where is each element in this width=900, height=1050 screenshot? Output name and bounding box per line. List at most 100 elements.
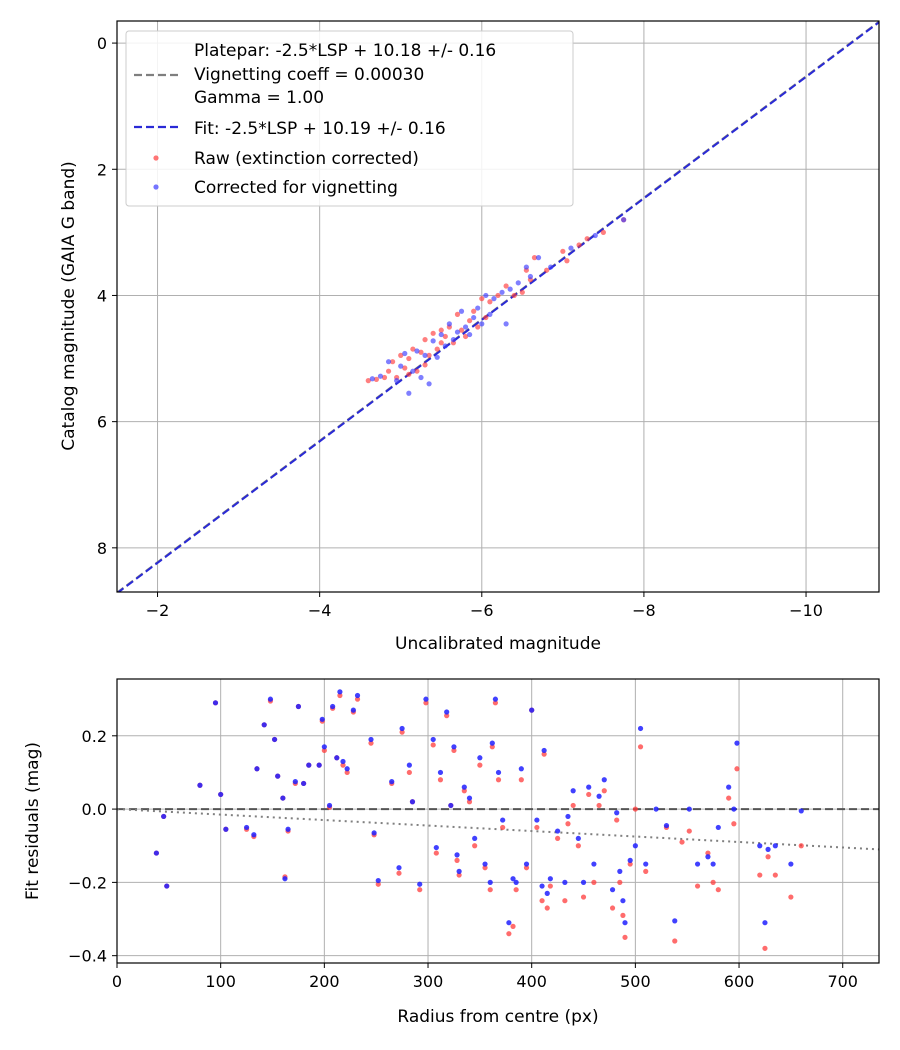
y-tick-label: 2 — [97, 160, 107, 179]
x-tick-label: −4 — [308, 601, 332, 620]
raw-point — [396, 870, 402, 876]
legend-corrected-marker — [153, 184, 159, 190]
corrected-point — [285, 826, 291, 832]
raw-point — [438, 327, 444, 333]
x-tick-label: 400 — [516, 972, 547, 991]
corrected-point — [462, 324, 469, 330]
corrected-point — [340, 758, 346, 765]
raw-point — [511, 292, 517, 299]
corrected-point — [454, 852, 460, 858]
corrected-point — [686, 806, 692, 812]
corrected-point — [426, 381, 432, 387]
top-x-ticks: −2 −4 −6 −8 −10 — [146, 592, 823, 620]
corrected-point — [377, 373, 384, 379]
corrected-point — [772, 843, 778, 849]
raw-point — [418, 349, 424, 355]
raw-point — [731, 821, 737, 827]
bottom-axes-frame — [116, 678, 880, 964]
raw-point — [609, 905, 616, 911]
raw-point — [337, 692, 343, 699]
corrected-point — [471, 314, 477, 321]
raw-point — [426, 352, 432, 358]
raw-point — [375, 881, 381, 887]
corrected-point — [565, 813, 571, 820]
corrected-point — [539, 883, 545, 889]
bottom-x-axis-label: Radius from centre (px) — [397, 1007, 598, 1027]
corrected-point — [487, 311, 493, 317]
top-y-axis-label: Catalog magnitude (GAIA G band) — [59, 161, 79, 451]
raw-point — [679, 839, 685, 845]
line-fit — [117, 21, 879, 592]
corrected-point — [592, 232, 598, 239]
y-tick-label: 4 — [97, 286, 107, 305]
corrected-point — [515, 280, 521, 286]
raw-point — [482, 865, 488, 871]
corrected-point — [454, 329, 461, 335]
corrected-point — [788, 861, 794, 867]
legend-fit-label: Fit: -2.5*LSP + 10.19 +/- 0.16 — [194, 119, 446, 139]
corrected-point — [466, 795, 473, 801]
corrected-point — [547, 876, 553, 882]
corrected-point — [620, 898, 626, 904]
corrected-point — [529, 707, 535, 713]
corrected-point — [375, 877, 381, 884]
raw-point — [385, 368, 392, 374]
raw-point — [423, 700, 429, 706]
corrected-point — [417, 881, 423, 887]
raw-point — [500, 824, 506, 831]
corrected-point — [350, 707, 356, 713]
raw-point — [398, 352, 404, 358]
corrected-point — [212, 700, 219, 706]
raw-point — [544, 905, 550, 911]
raw-point — [715, 887, 721, 893]
raw-point — [614, 817, 620, 823]
legend-raw-label: Raw (extinction corrected) — [194, 149, 419, 169]
raw-point — [461, 788, 467, 794]
raw-point — [798, 843, 804, 849]
raw-point — [565, 821, 571, 827]
corrected-point — [765, 846, 771, 853]
raw-point — [570, 802, 576, 809]
corrected-point — [282, 876, 288, 882]
corrected-point — [371, 830, 377, 836]
raw-point — [518, 777, 524, 783]
raw-point — [451, 747, 457, 754]
raw-point — [402, 365, 408, 371]
raw-point — [373, 376, 380, 382]
corrected-point — [643, 861, 649, 867]
raw-point — [406, 355, 412, 362]
corrected-point — [223, 826, 229, 832]
corrected-point — [475, 305, 481, 311]
bottom-grid — [116, 679, 879, 963]
corrected-point — [499, 289, 505, 295]
y-tick-label: 0.2 — [82, 727, 107, 746]
raw-point — [694, 883, 701, 889]
corrected-point — [762, 920, 768, 926]
line-vignetting-trend — [117, 808, 879, 851]
y-tick-label: −0.4 — [68, 947, 107, 966]
corrected-point — [544, 890, 550, 896]
legend-platepar-line-2: Vignetting coeff = 0.00030 — [194, 65, 424, 85]
corrected-point — [161, 813, 167, 820]
y-tick-label: 0.0 — [82, 800, 107, 819]
raw-point — [539, 898, 545, 904]
raw-point — [454, 857, 460, 863]
corrected-point — [663, 822, 670, 829]
raw-point — [710, 879, 716, 885]
corrected-point — [731, 806, 737, 812]
raw-point — [487, 887, 493, 893]
corrected-point — [637, 725, 644, 732]
raw-point — [444, 713, 450, 719]
raw-point — [541, 751, 547, 757]
corrected-point — [448, 802, 454, 809]
raw-point — [534, 824, 540, 831]
corrected-point — [218, 791, 224, 798]
raw-point — [479, 296, 485, 302]
raw-point — [467, 318, 473, 324]
raw-point — [321, 747, 327, 754]
corrected-point — [482, 861, 488, 867]
corrected-point — [438, 331, 444, 338]
y-tick-label: 8 — [97, 539, 107, 558]
raw-point — [637, 744, 644, 750]
raw-point — [627, 861, 633, 867]
